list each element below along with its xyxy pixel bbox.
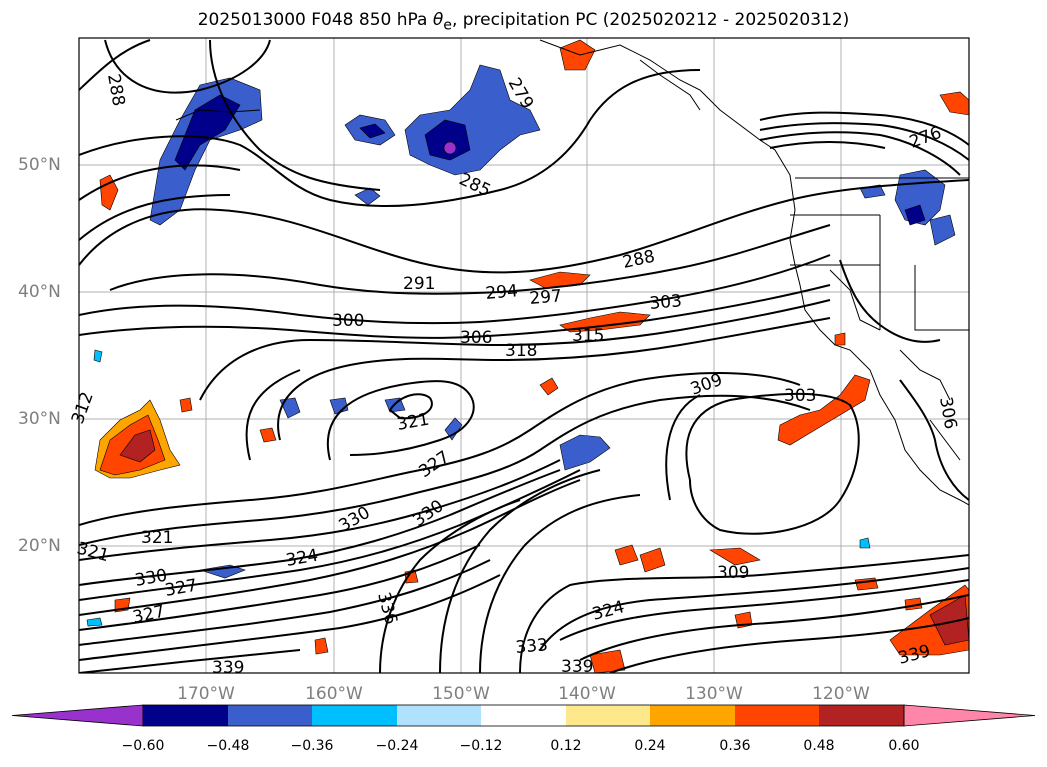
colorbar-tick: 0.48 — [803, 738, 835, 754]
colorbar-segment — [143, 705, 228, 726]
lat-label-20n: 20°N — [18, 536, 61, 556]
contour-label: 333 — [515, 635, 549, 658]
lon-label-140w: 140°W — [558, 684, 616, 704]
colorbar-tick: −0.24 — [375, 738, 419, 754]
theta-e-contours — [79, 39, 969, 673]
precip-negative-areas — [86, 64, 956, 627]
colorbar-segment — [481, 705, 566, 726]
coastlines — [175, 39, 969, 506]
colorbar-tick: −0.12 — [459, 738, 503, 754]
contour-label: 291 — [403, 274, 435, 294]
colorbar-segment — [819, 705, 904, 726]
colorbar-segment — [397, 705, 481, 726]
lat-label-30n: 30°N — [18, 409, 61, 429]
lon-label-160w: 160°W — [305, 684, 363, 704]
contour-label: 339 — [212, 658, 244, 678]
contour-label: 297 — [529, 286, 563, 309]
contour-label: 318 — [505, 341, 537, 361]
colorbar — [11, 704, 1036, 727]
contour-label: 303 — [784, 386, 816, 406]
colorbar-tick: −0.48 — [206, 738, 250, 754]
precip-positive-areas — [94, 39, 969, 673]
map-plot: 288 279 276 285 288 291 294 297 303 300 … — [68, 37, 970, 678]
contour-label: 294 — [485, 281, 519, 304]
colorbar-segment — [650, 705, 735, 726]
contour-label: 306 — [460, 328, 492, 348]
colorbar-tick: 0.24 — [634, 738, 666, 754]
colorbar-tick: 0.60 — [888, 738, 920, 754]
lat-label-50n: 50°N — [18, 155, 61, 175]
map-title: 2025013000 F048 850 hPa θe, precipitatio… — [197, 10, 850, 34]
lon-label-170w: 170°W — [177, 684, 235, 704]
colorbar-segment — [566, 705, 650, 726]
lon-label-130w: 130°W — [685, 684, 743, 704]
contour-label: 300 — [332, 311, 364, 331]
contour-label: 321 — [141, 528, 173, 548]
lon-label-150w: 150°W — [432, 684, 490, 704]
colorbar-tick: −0.36 — [290, 738, 334, 754]
colorbar-max-extension — [903, 704, 1036, 727]
contour-label: 339 — [561, 657, 593, 677]
colorbar-min-extension — [11, 704, 144, 727]
colorbar-segment — [312, 705, 397, 726]
colorbar-segment — [735, 705, 819, 726]
contour-label: 315 — [572, 326, 604, 346]
contour-label: 309 — [717, 563, 749, 583]
colorbar-tick: 0.36 — [719, 738, 751, 754]
contour-label: 303 — [649, 291, 683, 314]
colorbar-segment — [228, 705, 312, 726]
colorbar-tick: 0.12 — [550, 738, 582, 754]
map-frame — [78, 37, 970, 674]
colorbar-tick: −0.60 — [121, 738, 165, 754]
lat-label-40n: 40°N — [18, 282, 61, 302]
lon-label-120w: 120°W — [812, 684, 870, 704]
